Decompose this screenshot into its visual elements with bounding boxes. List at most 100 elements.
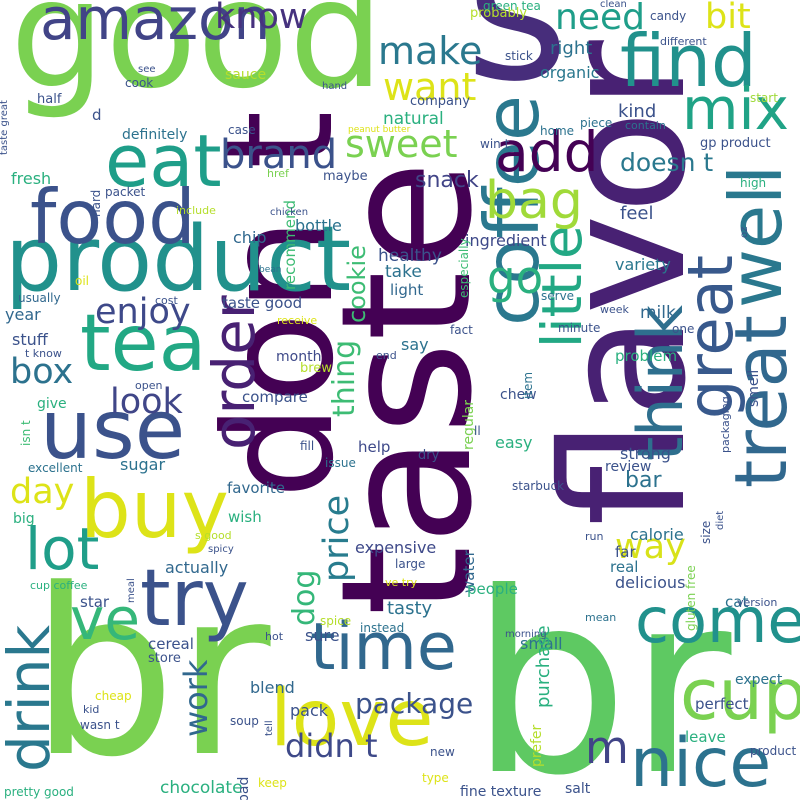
cloud-word: brand bbox=[220, 132, 338, 178]
cloud-word: starbuck bbox=[512, 479, 565, 493]
cloud-word: t know bbox=[25, 347, 62, 360]
cloud-word: chicken bbox=[270, 207, 309, 218]
cloud-word: type bbox=[422, 771, 449, 785]
cloud-word: chocolate bbox=[160, 778, 243, 798]
cloud-word: br bbox=[470, 539, 732, 800]
cloud-word: taste great bbox=[0, 100, 10, 155]
cloud-word: order bbox=[200, 295, 268, 450]
cloud-word: cat bbox=[725, 593, 749, 611]
cloud-word: gluten free bbox=[684, 565, 698, 631]
cloud-word: smell bbox=[746, 369, 762, 407]
cloud-word: definitely bbox=[122, 127, 188, 143]
cloud-word: hand bbox=[322, 81, 348, 92]
cloud-word: use bbox=[40, 383, 186, 478]
cloud-word: big bbox=[13, 511, 35, 527]
cloud-word: end bbox=[376, 349, 397, 362]
cloud-word: eat bbox=[105, 119, 222, 203]
cloud-word: oz bbox=[739, 226, 750, 238]
cloud-word: bag bbox=[485, 171, 583, 231]
cloud-word: cost bbox=[155, 294, 178, 307]
cloud-word: way bbox=[615, 527, 686, 567]
cloud-word: pretty good bbox=[4, 785, 74, 799]
cloud-word: open bbox=[135, 379, 163, 392]
cloud-word: cookie bbox=[343, 245, 371, 323]
cloud-word: find bbox=[620, 19, 757, 103]
cloud-word: excellent bbox=[28, 461, 83, 475]
cloud-word: dry bbox=[418, 448, 440, 463]
cloud-word: food bbox=[30, 173, 196, 261]
cloud-word: brew bbox=[300, 361, 332, 376]
cloud-word: include bbox=[176, 204, 216, 217]
cloud-word: problem bbox=[615, 347, 678, 365]
cloud-word: favorite bbox=[227, 479, 285, 497]
cloud-word: size bbox=[699, 520, 713, 544]
cloud-word: usually bbox=[18, 291, 61, 305]
cloud-word: snack bbox=[415, 168, 479, 193]
cloud-word: taste good bbox=[222, 294, 303, 312]
cloud-word: kind bbox=[618, 101, 657, 122]
cloud-word: high bbox=[740, 176, 767, 190]
cloud-word: lot bbox=[25, 515, 100, 583]
cloud-word: right bbox=[550, 38, 593, 59]
cloud-word: especially bbox=[457, 238, 471, 298]
cloud-word: s good bbox=[195, 529, 232, 542]
cloud-word: good bbox=[10, 0, 384, 122]
cloud-word: peanut butter bbox=[348, 125, 411, 135]
cloud-word: easy bbox=[495, 433, 533, 452]
cloud-word: week bbox=[600, 303, 629, 316]
cloud-word: s bbox=[465, 0, 570, 126]
cloud-word: actually bbox=[165, 558, 229, 577]
cloud-word: product bbox=[5, 207, 352, 312]
cloud-word: br bbox=[30, 541, 271, 800]
cloud-word: cup bbox=[680, 654, 800, 736]
cloud-word: compare bbox=[242, 388, 308, 406]
cloud-word: dog bbox=[287, 569, 322, 626]
cloud-word: say bbox=[401, 335, 429, 354]
cloud-word: cup coffee bbox=[30, 579, 88, 592]
cloud-word: delicious bbox=[615, 573, 686, 592]
cloud-word: variety bbox=[615, 255, 671, 274]
cloud-word: real bbox=[610, 558, 639, 576]
cloud-word: try bbox=[140, 554, 249, 644]
cloud-word: tea bbox=[80, 299, 207, 389]
cloud-word: instead bbox=[360, 621, 405, 635]
cloud-word: wasn t bbox=[80, 718, 120, 732]
cloud-word: chip bbox=[233, 228, 267, 247]
cloud-word: packaging bbox=[719, 396, 732, 453]
cloud-word: win t bbox=[480, 137, 510, 151]
cloud-word: natural bbox=[383, 109, 444, 129]
cloud-word: help bbox=[358, 438, 391, 456]
cloud-word: doesn t bbox=[620, 148, 714, 177]
cloud-word: love bbox=[270, 674, 434, 764]
cloud-word: bottle bbox=[295, 216, 342, 235]
cloud-word: gp product bbox=[700, 136, 771, 151]
cloud-word: work bbox=[177, 659, 215, 737]
cloud-word: morning bbox=[505, 629, 547, 640]
cloud-word: fact bbox=[450, 323, 473, 337]
cloud-word: need bbox=[555, 0, 645, 38]
cloud-word: different bbox=[660, 35, 707, 48]
cloud-word: calorie bbox=[630, 525, 684, 544]
cloud-word: start bbox=[750, 91, 778, 105]
cloud-word: look bbox=[110, 382, 183, 422]
cloud-word: oil bbox=[75, 274, 90, 288]
cloud-word: bean bbox=[259, 265, 282, 275]
cloud-word: wish bbox=[228, 508, 262, 526]
cloud-word: perfect bbox=[695, 695, 749, 713]
cloud-word: receive bbox=[277, 314, 318, 327]
cloud-word: tasty bbox=[387, 598, 433, 619]
cloud-word: take bbox=[385, 262, 422, 282]
cloud-word: strong bbox=[620, 444, 671, 463]
cloud-word: come bbox=[635, 584, 800, 657]
cloud-word: box bbox=[10, 352, 74, 392]
cloud-word: review bbox=[605, 459, 652, 475]
cloud-word: mix bbox=[682, 75, 789, 143]
cloud-word: tell bbox=[264, 720, 275, 736]
cloud-word: package bbox=[355, 687, 474, 720]
cloud-word: make bbox=[378, 29, 483, 73]
cloud-word: fill bbox=[300, 439, 315, 453]
cloud-word: d bbox=[92, 106, 102, 124]
cloud-word: ve bbox=[70, 585, 141, 653]
cloud-word: kid bbox=[83, 703, 100, 716]
cloud-word: month bbox=[276, 349, 322, 365]
